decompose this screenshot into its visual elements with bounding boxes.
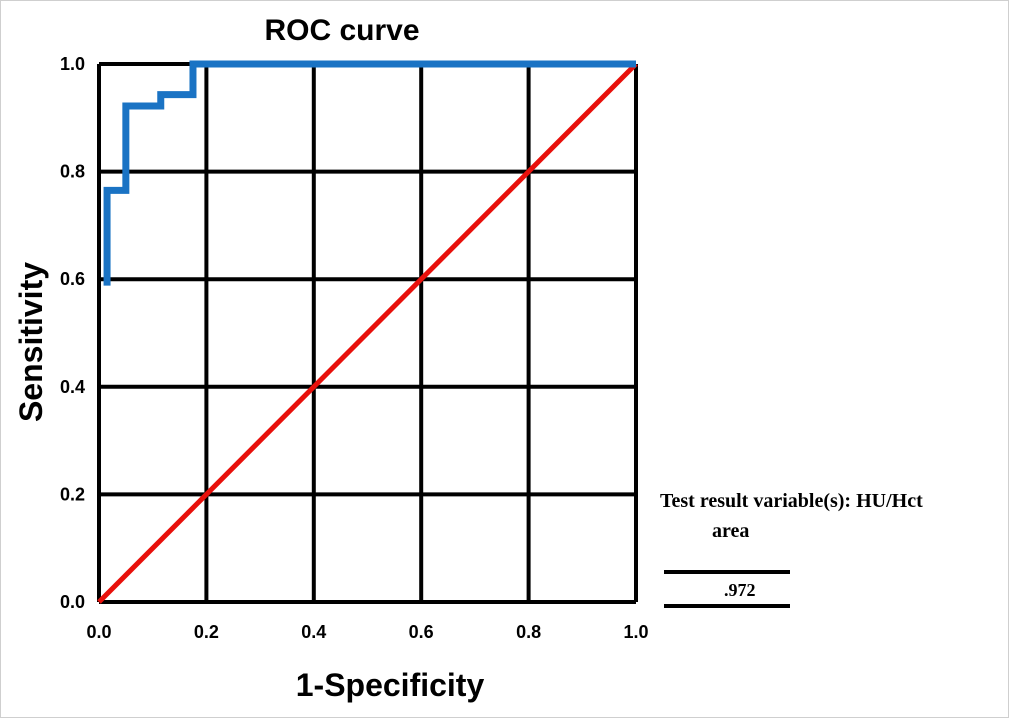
- x-tick-label-4: 0.8: [516, 622, 541, 642]
- series-layer: [97, 60, 638, 604]
- y-tick-label-3: 0.6: [60, 269, 85, 289]
- table-rule-top: [664, 570, 790, 574]
- table-column-area: area: [712, 520, 750, 542]
- series-line-0: [103, 60, 636, 286]
- x-tick-label-2: 0.4: [301, 622, 326, 642]
- x-axis-label: 1-Specificity: [296, 667, 485, 703]
- x-tick-label-3: 0.6: [409, 622, 434, 642]
- table-rule-bottom: [664, 604, 790, 608]
- table-value-auc: .972: [724, 580, 756, 600]
- y-tick-label-0: 0.0: [60, 592, 85, 612]
- x-tick-label-1: 0.2: [194, 622, 219, 642]
- x-tick-label-5: 1.0: [623, 622, 648, 642]
- y-tick-label-4: 0.8: [60, 162, 85, 182]
- y-axis-label: Sensitivity: [13, 262, 49, 422]
- chart-title: ROC curve: [264, 14, 419, 47]
- table-header: Test result variable(s): HU/Hct: [660, 490, 923, 512]
- series-line-1: [97, 62, 638, 604]
- x-tick-label-0: 0.0: [86, 622, 111, 642]
- tick-labels: 0.0 0.2 0.4 0.6 0.8 1.0 0.0 0.2 0.4 0.6 0.8 1.0: [60, 54, 649, 642]
- y-tick-label-1: 0.2: [60, 484, 85, 504]
- y-tick-label-5: 1.0: [60, 54, 85, 74]
- y-tick-label-2: 0.4: [60, 377, 85, 397]
